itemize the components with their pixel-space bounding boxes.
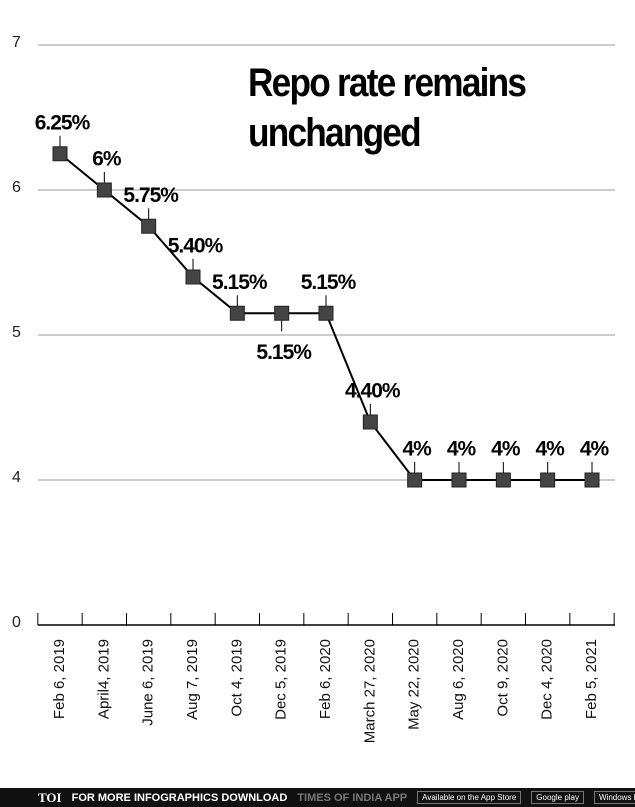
x-tick-label: May 22, 2020 — [406, 639, 423, 730]
data-label: 4% — [447, 438, 477, 461]
data-label: 4% — [535, 438, 565, 461]
x-tick-label: Oct 4, 2019 — [228, 639, 245, 717]
x-tick-label: Aug 7, 2019 — [184, 639, 201, 720]
footer-logo: TOI — [38, 789, 62, 805]
x-tick-label: Feb 6, 2019 — [51, 639, 68, 719]
marker — [584, 472, 600, 488]
y-tick-label: 4 — [12, 469, 21, 486]
marker — [141, 218, 157, 234]
footer: TOI FOR MORE INFOGRAPHICS DOWNLOAD TIMES… — [0, 788, 635, 807]
marker — [495, 472, 511, 488]
x-tick-label: April4, 2019 — [95, 639, 112, 719]
marker — [52, 146, 68, 162]
y-tick-label: 0 — [12, 614, 21, 631]
x-tick-label: Feb 6, 2020 — [317, 639, 334, 719]
marker — [407, 472, 423, 488]
data-label: 5.15% — [256, 341, 312, 364]
store-badge[interactable]: Available on the App Store — [417, 791, 522, 804]
y-tick-label: 7 — [12, 34, 21, 51]
marker — [362, 414, 378, 430]
x-tick-label: Feb 5, 2021 — [583, 639, 600, 719]
data-label: 4.40% — [345, 380, 401, 403]
marker — [274, 305, 290, 321]
marker — [229, 305, 245, 321]
footer-text: FOR MORE INFOGRAPHICS DOWNLOAD — [71, 791, 288, 804]
store-badge[interactable]: Windows Phone — [594, 791, 635, 804]
data-label: 4% — [491, 438, 521, 461]
data-label: 4% — [580, 438, 610, 461]
data-label: 6.25% — [35, 111, 91, 134]
data-label: 5.40% — [168, 235, 224, 258]
y-tick-label: 5 — [12, 324, 21, 341]
x-tick-label: March 27, 2020 — [361, 639, 378, 743]
x-tick-label: June 6, 2019 — [140, 639, 157, 726]
marker — [96, 182, 112, 198]
store-badge[interactable]: Google play — [531, 791, 584, 804]
data-label: 6% — [92, 148, 122, 171]
x-tick-label: Aug 6, 2020 — [450, 639, 467, 720]
marker — [185, 269, 201, 285]
data-label: 5.15% — [301, 271, 357, 294]
data-label: 4% — [402, 438, 432, 461]
footer-app: TIMES OF INDIA APP — [297, 791, 408, 804]
x-tick-label: Dec 5, 2019 — [273, 639, 290, 720]
marker — [451, 472, 467, 488]
x-tick-label: Dec 4, 2020 — [539, 639, 556, 720]
chart: 0 4 5 6 7 Feb 6, 2019 April4, 2019 June 6, 2019… — [12, 34, 615, 743]
data-label: 5.15% — [212, 271, 268, 294]
marker — [318, 305, 334, 321]
x-tick-label: Oct 9, 2020 — [494, 639, 511, 717]
data-label: 5.75% — [123, 184, 179, 207]
y-tick-label: 6 — [12, 179, 21, 196]
marker — [540, 472, 556, 488]
chart-title: Repo rate remains unchanged — [248, 61, 527, 155]
